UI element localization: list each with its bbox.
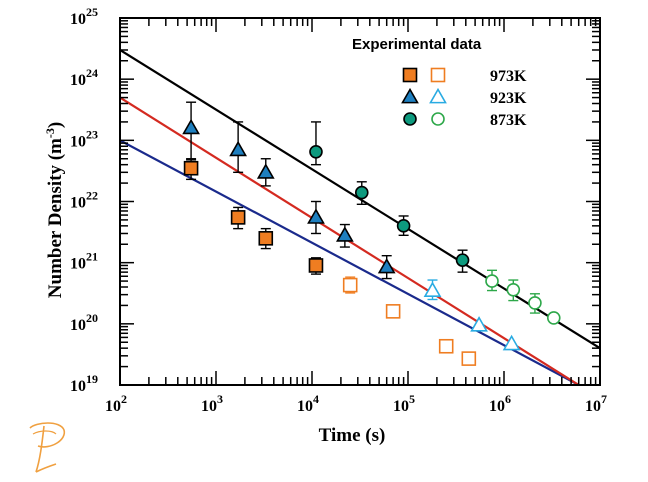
filled-point-873K (396, 219, 411, 233)
x-tick-label-base: 10 (201, 398, 217, 415)
open-point-973K (342, 277, 358, 293)
x-axis-title: Time (s) (319, 425, 386, 446)
x-tick-label-exp: 5 (409, 392, 415, 406)
y-tick-label-base: 10 (70, 256, 86, 273)
y-axis-title-close: ) (45, 122, 66, 128)
x-tick-label-exp: 2 (121, 392, 127, 406)
filled-point-923K (182, 118, 200, 135)
y-tick-label-base: 10 (70, 11, 86, 28)
y-axis-title: Number Density (m-3) (43, 122, 66, 298)
y-tick-label: 1023 (70, 127, 98, 150)
filled-point-923K (229, 140, 248, 157)
open-point-973K (461, 351, 477, 366)
filled-point-923K (335, 226, 354, 242)
filled-point-923K (256, 163, 275, 179)
filled-point-973K (183, 160, 199, 176)
logo-stroke-3 (32, 430, 57, 435)
legend-open-923K (429, 87, 447, 104)
x-tick-label-exp: 7 (601, 392, 607, 406)
legend-filled-873K (403, 112, 417, 126)
legend-open-873K (431, 112, 445, 126)
y-tick-label: 1025 (70, 5, 98, 28)
axis-ticks (119, 17, 601, 386)
open-point-873K (485, 274, 499, 288)
x-tick-label: 105 (393, 392, 415, 415)
x-tick-label: 102 (105, 392, 127, 415)
y-tick-label-base: 10 (70, 133, 86, 150)
filled-point-973K (230, 210, 246, 225)
logo-stroke-2 (35, 425, 57, 473)
y-tick-label: 1020 (70, 311, 98, 334)
legend-open-973K (430, 67, 446, 83)
legend-label-923K: 923K (490, 90, 527, 107)
x-tick-label-exp: 4 (313, 392, 319, 406)
open-point-923K (423, 281, 442, 297)
legend-filled-973K (402, 67, 418, 83)
x-tick-label: 104 (297, 392, 319, 415)
legend-label-973K: 973K (490, 68, 527, 85)
y-tick-label-base: 10 (70, 378, 86, 395)
filled-point-873K (309, 144, 323, 159)
legend: Experimental data 973K 923K 873K (352, 36, 527, 129)
x-tick-label-base: 10 (585, 398, 601, 415)
open-point-973K (385, 304, 401, 319)
filled-point-973K (258, 231, 274, 246)
y-tick-label-base: 10 (70, 195, 86, 212)
plot-frame (119, 17, 601, 386)
filled-point-873K (354, 185, 369, 200)
y-tick-label-base: 10 (70, 72, 86, 89)
y-axis-title-exp: -3 (43, 128, 57, 138)
open-point-873K (528, 296, 542, 310)
y-tick-label-exp: 20 (86, 311, 98, 325)
x-tick-label-base: 10 (297, 398, 313, 415)
x-tick-label-exp: 3 (217, 392, 223, 406)
x-tick-label-base: 10 (105, 398, 121, 415)
legend-title: Experimental data (352, 36, 482, 53)
y-tick-label: 1021 (70, 250, 98, 273)
y-tick-label-base: 10 (70, 317, 86, 334)
y-tick-label-exp: 19 (86, 372, 98, 386)
fit-line-973K (120, 139, 580, 385)
y-tick-label: 1019 (70, 372, 98, 395)
data-points (182, 118, 561, 366)
x-tick-label: 103 (201, 392, 223, 415)
legend-label-873K: 873K (490, 112, 527, 129)
filled-point-873K (455, 253, 470, 267)
y-tick-label: 1022 (70, 189, 98, 212)
y-tick-label-exp: 21 (86, 250, 98, 264)
y-tick-label-exp: 22 (86, 189, 98, 203)
open-point-973K (438, 338, 454, 354)
y-tick-label: 1024 (70, 66, 98, 89)
x-tick-labels: 102 103 104 105 106 107 (105, 392, 607, 415)
filled-point-973K (308, 258, 324, 273)
y-tick-label-exp: 24 (86, 66, 98, 80)
open-point-923K (470, 316, 488, 332)
fit-lines (120, 49, 600, 385)
y-tick-label-exp: 23 (86, 127, 98, 141)
x-tick-label-base: 10 (393, 398, 409, 415)
x-tick-label-exp: 6 (505, 392, 511, 406)
P-logo (29, 422, 66, 473)
x-tick-label-base: 10 (489, 398, 505, 415)
legend-filled-923K (401, 87, 419, 104)
x-tick-label: 107 (585, 392, 607, 415)
x-tick-label: 106 (489, 392, 511, 415)
open-point-873K (546, 311, 561, 325)
y-axis-title-main: Number Density (m (45, 138, 66, 298)
y-tick-label-exp: 25 (86, 5, 98, 19)
filled-point-923K (307, 208, 325, 224)
open-point-873K (506, 283, 521, 297)
filled-point-923K (377, 257, 396, 274)
logo-stroke-1 (29, 422, 66, 448)
open-point-923K (502, 334, 521, 351)
